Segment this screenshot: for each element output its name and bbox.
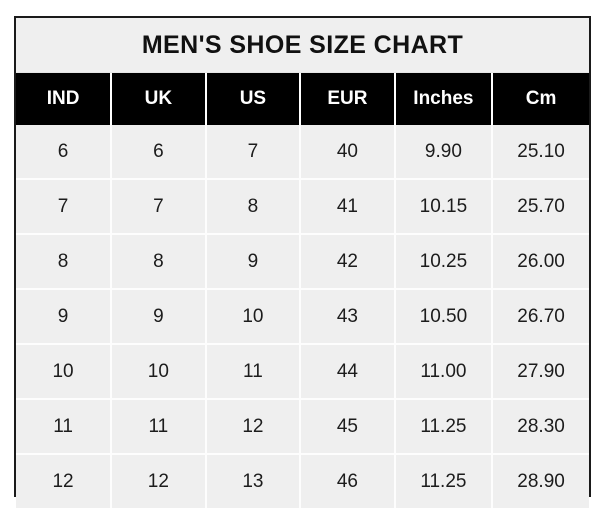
cell-ind: 11 [16,399,113,455]
cell-ind: 10 [16,344,113,400]
cell-eur: 43 [300,289,396,345]
cell-us: 8 [205,179,302,235]
column-header-us: US [205,73,302,125]
cell-inches: 11.25 [394,399,494,455]
cell-ind: 6 [16,125,113,180]
cell-inches: 10.15 [394,179,494,235]
cell-ind: 8 [16,234,113,290]
cell-cm: 26.00 [492,234,589,290]
cell-us: 10 [205,289,302,345]
cell-us: 9 [205,234,302,290]
table-row: 6 6 7 40 9.90 25.10 [16,125,589,180]
cell-cm: 25.10 [492,125,589,180]
cell-eur: 44 [300,344,396,400]
column-header-uk: UK [111,73,207,125]
cell-uk: 7 [111,179,207,235]
column-header-eur: EUR [300,73,396,125]
column-header-inches: Inches [394,73,494,125]
cell-cm: 25.70 [492,179,589,235]
cell-cm: 26.70 [492,289,589,345]
cell-cm: 28.30 [492,399,589,455]
cell-cm: 28.90 [492,454,589,508]
cell-inches: 10.25 [394,234,494,290]
page-title: MEN'S SHOE SIZE CHART [16,18,589,73]
cell-inches: 11.25 [394,454,494,508]
size-chart-table: IND UK US EUR Inches Cm 6 6 7 40 9.90 25… [16,73,589,508]
table-row: 7 7 8 41 10.15 25.70 [16,179,589,235]
column-header-cm: Cm [492,73,589,125]
cell-ind: 12 [16,454,113,508]
cell-uk: 8 [111,234,207,290]
cell-us: 7 [205,125,302,180]
cell-eur: 40 [300,125,396,180]
cell-inches: 11.00 [394,344,494,400]
table-row: 10 10 11 44 11.00 27.90 [16,344,589,400]
cell-eur: 46 [300,454,396,508]
cell-uk: 9 [111,289,207,345]
table-row: 9 9 10 43 10.50 26.70 [16,289,589,345]
table-row: 11 11 12 45 11.25 28.30 [16,399,589,455]
table-header: IND UK US EUR Inches Cm [16,73,589,125]
cell-uk: 12 [111,454,207,508]
cell-eur: 42 [300,234,396,290]
cell-uk: 10 [111,344,207,400]
cell-ind: 9 [16,289,113,345]
cell-cm: 27.90 [492,344,589,400]
column-header-ind: IND [16,73,113,125]
cell-inches: 10.50 [394,289,494,345]
table-row: 12 12 13 46 11.25 28.90 [16,454,589,508]
cell-us: 13 [205,454,302,508]
cell-inches: 9.90 [394,125,494,180]
cell-uk: 6 [111,125,207,180]
cell-eur: 45 [300,399,396,455]
cell-eur: 41 [300,179,396,235]
cell-uk: 11 [111,399,207,455]
table-header-row: IND UK US EUR Inches Cm [16,73,589,125]
table-row: 8 8 9 42 10.25 26.00 [16,234,589,290]
size-chart-panel: MEN'S SHOE SIZE CHART IND UK US EUR Inch… [14,16,591,508]
cell-us: 12 [205,399,302,455]
cell-us: 11 [205,344,302,400]
table-body: 6 6 7 40 9.90 25.10 7 7 8 41 10.15 25.70… [16,125,589,508]
cell-ind: 7 [16,179,113,235]
